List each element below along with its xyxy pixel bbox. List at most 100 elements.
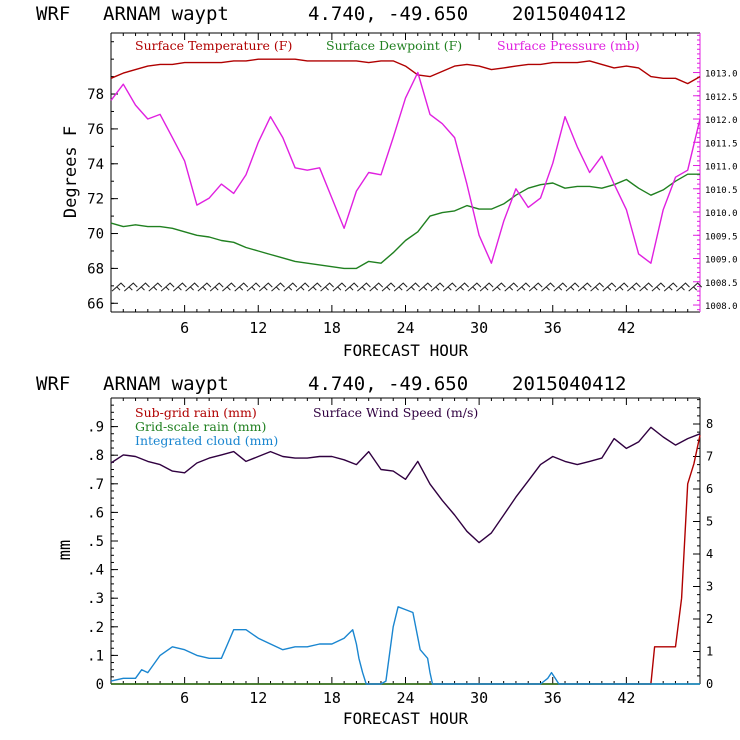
chart-title-part: 4.740, -49.650 (308, 373, 468, 395)
wind-barb (332, 282, 347, 292)
y-right-tick-label: 8 (706, 417, 713, 431)
chart-panel-2: WRF ARNAM waypt 4.740, -49.650 2015040412 6 1… (36, 373, 713, 728)
y-right-tick-label: 1 (706, 645, 713, 659)
wind-barb (320, 282, 334, 292)
y-right-tick-label: 1012.0 (705, 116, 738, 126)
wind-barb (577, 282, 592, 292)
y-left-tick-label: 78 (87, 87, 104, 103)
chart-title-part: ARNAM waypt (103, 373, 229, 395)
wind-barb (111, 282, 126, 292)
series-line-surface-temperature-f (110, 58, 701, 85)
y-right-tick-label: 1013.0 (705, 70, 738, 80)
y-right-tick-label: 1011.0 (705, 163, 738, 173)
wind-barb (148, 282, 163, 292)
y-left-tick-label: .6 (87, 505, 104, 521)
y-left-tick-label: 72 (87, 192, 104, 208)
y-right-tick-label: 1008.5 (705, 279, 738, 289)
y-axis-label: Degrees F (61, 126, 81, 218)
series-line-sub-grid-rain-mm (111, 435, 701, 685)
wind-barb (565, 282, 580, 292)
wind-barb-row (111, 282, 703, 292)
x-tick-label: 36 (544, 319, 562, 337)
y-right-tick-label: 6 (706, 482, 713, 496)
chart-title-part: 2015040412 (512, 373, 626, 395)
y-right-tick-label: 1012.5 (705, 93, 738, 103)
wind-barb (246, 282, 261, 292)
y-left-tick-label: .3 (87, 591, 104, 607)
y-right-tick-label: 2 (706, 612, 713, 626)
y-left-tick-label: .9 (87, 420, 104, 436)
wind-barb (418, 282, 433, 292)
chart-title-part: 4.740, -49.650 (308, 3, 468, 25)
wind-barb (467, 282, 482, 292)
x-tick-label: 24 (396, 319, 414, 337)
y-right-tick-label: 1010.0 (705, 209, 738, 219)
wind-barb (541, 282, 555, 292)
wind-barb (430, 282, 445, 292)
wind-barb (136, 282, 150, 292)
wind-barb (258, 282, 273, 292)
y-right-tick-label: 7 (706, 450, 713, 464)
y-right-tick-label: 1010.5 (705, 186, 738, 196)
wind-barb (639, 282, 653, 292)
y-left-tick-label: .4 (87, 563, 104, 579)
wind-barb (663, 282, 678, 292)
y-right-tick-label: 1009.5 (705, 232, 738, 242)
x-tick-label: 12 (249, 689, 267, 707)
x-tick-label: 6 (180, 319, 189, 337)
legend-entry: Surface Wind Speed (m/s) (313, 405, 478, 420)
legend-entry: Surface Dewpoint (F) (326, 38, 462, 53)
wind-barb (406, 282, 420, 292)
wind-barb (307, 282, 322, 292)
wind-barb (344, 282, 359, 292)
wind-barb (197, 282, 212, 292)
wind-barb (651, 282, 666, 292)
x-axis-label: FORECAST HOUR (343, 709, 469, 728)
wind-barb (123, 282, 138, 292)
y-right-tick-label: 4 (706, 547, 713, 561)
wind-barb (209, 282, 224, 292)
x-tick-label: 42 (617, 319, 635, 337)
y-left-tick-label: 66 (87, 296, 104, 312)
legend-entry: Surface Temperature (F) (135, 38, 292, 53)
y-right-tick-label: 1011.5 (705, 139, 738, 149)
wind-barb (479, 282, 494, 292)
wind-barb (553, 282, 568, 292)
series-line-surface-dewpoint-f (110, 173, 700, 270)
wind-barb (492, 282, 506, 292)
legend-entry: Surface Pressure (mb) (497, 38, 640, 53)
wind-barb (222, 282, 236, 292)
wind-barb (614, 282, 629, 292)
x-tick-label: 42 (617, 689, 635, 707)
wind-barb (357, 282, 371, 292)
y-left-tick-label: .8 (87, 448, 104, 464)
wind-barb (602, 282, 617, 292)
y-left-tick-label: .2 (87, 620, 104, 636)
series-line-surface-wind-speed-m-s (110, 426, 701, 544)
y-axis-label: mm (55, 540, 75, 560)
series-line-integrated-cloud-mm (110, 606, 700, 685)
y-right-tick-label: 0 (706, 677, 713, 691)
wind-barb (393, 282, 408, 292)
wind-barb (173, 282, 187, 292)
wind-barb (528, 282, 543, 292)
x-axis-label: FORECAST HOUR (343, 341, 469, 360)
chart-title-part: WRF (36, 3, 70, 25)
wind-barb (295, 282, 310, 292)
legend-entry: Sub-grid rain (mm) (135, 405, 257, 420)
y-left-tick-label: .5 (87, 534, 104, 550)
y-left-tick-label: 74 (87, 157, 104, 173)
legend-entry: Grid-scale rain (mm) (135, 419, 266, 434)
x-tick-label: 24 (396, 689, 414, 707)
wind-barb (676, 282, 690, 292)
wind-barb (590, 282, 604, 292)
wind-barb (369, 282, 384, 292)
series-line-surface-pressure-mb (110, 71, 701, 264)
x-tick-label: 30 (470, 689, 488, 707)
wind-barb (234, 282, 249, 292)
y-right-tick-label: 3 (706, 580, 713, 594)
y-left-tick-label: .7 (87, 477, 104, 493)
wind-barb (442, 282, 457, 292)
y-right-tick-label: 5 (706, 515, 713, 529)
